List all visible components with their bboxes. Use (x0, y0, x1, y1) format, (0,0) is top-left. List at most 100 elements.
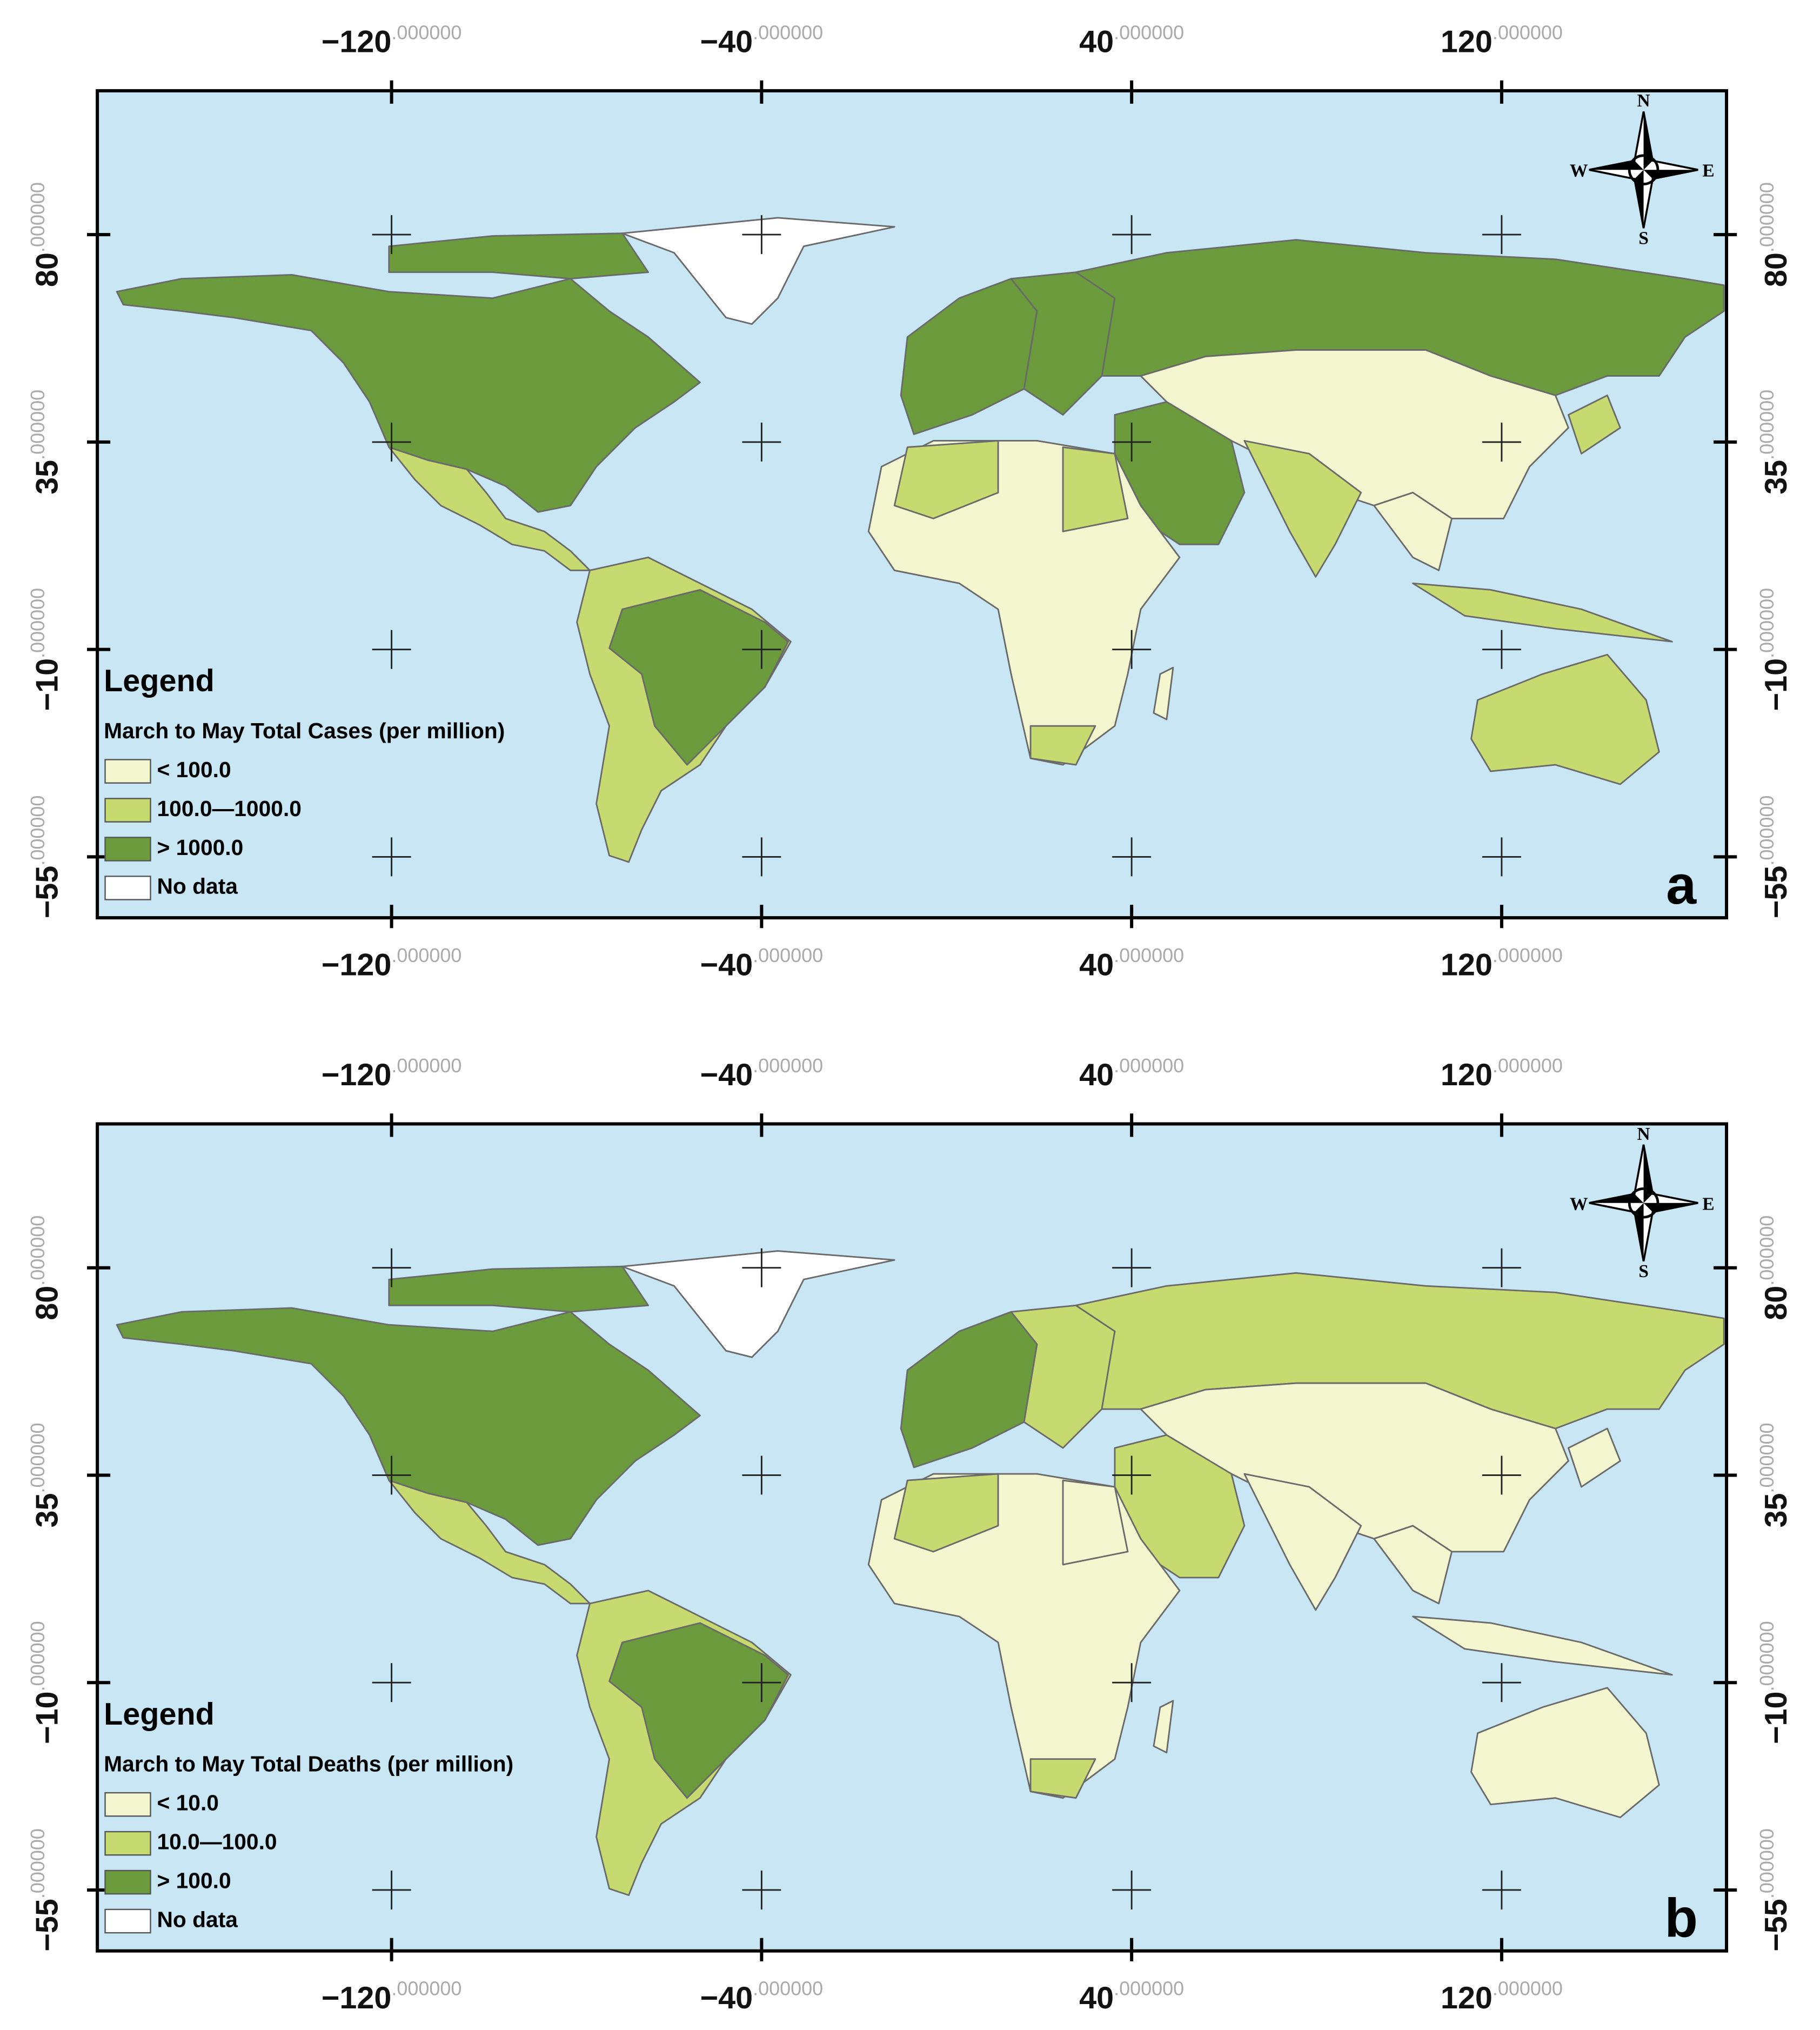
tick-value: −55 (1759, 866, 1794, 919)
tick-decimals: .000000 (391, 21, 461, 43)
tick-value: 40 (1079, 1981, 1114, 2015)
tick-decimals: .000000 (391, 1977, 461, 1999)
graticule-cross (1112, 630, 1152, 669)
tick-label: 80.000000 (1755, 1216, 1794, 1320)
graticule-cross (742, 215, 781, 255)
graticule-cross (1112, 837, 1152, 877)
legend-label: No data (157, 874, 238, 899)
graticule-cross (372, 422, 411, 462)
tick-value: 120 (1441, 25, 1493, 59)
panel-letter: a (1666, 855, 1697, 916)
legend-label: > 1000.0 (157, 835, 243, 860)
graticule-cross (742, 1663, 781, 1702)
legend-swatch (104, 1831, 151, 1856)
tick-value: 120 (1441, 1058, 1493, 1092)
tick-decimals: .000000 (1493, 21, 1563, 43)
tick-label: 35.000000 (1755, 390, 1794, 495)
compass-star (1589, 1144, 1698, 1261)
legend-label: < 100.0 (157, 757, 231, 782)
tick-value: −10 (1759, 1691, 1794, 1744)
graticule-cross (372, 1455, 411, 1495)
graticule-cross (1482, 1455, 1521, 1495)
graticule-cross (742, 422, 781, 462)
legend-swatch (104, 759, 151, 784)
tick-value: −120 (322, 1058, 392, 1092)
tick-decimals: .000000 (1114, 21, 1184, 43)
compass-letter: E (1702, 161, 1714, 181)
map-panel: −120.000000−120.000000−40.000000−40.0000… (26, 1054, 1794, 2015)
tick-value: 35 (1759, 460, 1794, 495)
tick-decimals: .000000 (1493, 944, 1563, 966)
tick-label: 40.000000 (1079, 944, 1184, 983)
map-panel: −120.000000−120.000000−40.000000−40.0000… (26, 21, 1794, 983)
tick-decimals: .000000 (1114, 1054, 1184, 1076)
tick-decimals: .000000 (753, 1054, 823, 1076)
graticule-cross (372, 630, 411, 669)
tick-value: 35 (30, 1493, 65, 1527)
legend-swatch (104, 1869, 151, 1895)
tick-value: −10 (30, 658, 65, 711)
tick-value: −40 (700, 1981, 753, 2015)
graticule-cross (1112, 422, 1152, 462)
tick-value: −40 (700, 25, 753, 59)
tick-value: −10 (1759, 658, 1794, 711)
graticule-cross (1482, 630, 1521, 669)
tick-label: −120.000000 (322, 21, 462, 59)
tick-decimals: .000000 (1114, 1977, 1184, 1999)
graticule-cross (1112, 215, 1152, 255)
legend-swatch (104, 1908, 151, 1934)
tick-value: −55 (30, 1899, 65, 1952)
legend-label: 10.0—100.0 (157, 1829, 277, 1854)
graticule-cross (742, 1870, 781, 1909)
graticule-cross (1482, 837, 1521, 877)
graticule-cross (1482, 1870, 1521, 1909)
tick-value: −40 (700, 1058, 753, 1092)
tick-decimals: .000000 (26, 1216, 49, 1286)
compass: N S E W (1570, 1124, 1715, 1281)
tick-decimals: .000000 (753, 944, 823, 966)
tick-decimals: .000000 (26, 588, 49, 658)
tick-value: 80 (1759, 252, 1794, 287)
tick-label: −10.000000 (1755, 588, 1794, 711)
tick-decimals: .000000 (753, 1977, 823, 1999)
tick-decimals: .000000 (1755, 588, 1777, 658)
legend-label: No data (157, 1907, 238, 1932)
graticule-cross (1112, 1870, 1152, 1909)
tick-value: 35 (30, 460, 65, 495)
tick-label: −55.000000 (1755, 1828, 1794, 1952)
compass-letter: S (1638, 1261, 1649, 1281)
compass-letter: W (1570, 161, 1588, 181)
graticule-cross (372, 837, 411, 877)
tick-decimals: .000000 (1755, 1621, 1777, 1691)
tick-value: −120 (322, 25, 392, 59)
tick-label: 40.000000 (1079, 1977, 1184, 2015)
tick-decimals: .000000 (1755, 1216, 1777, 1286)
tick-label: 80.000000 (1755, 182, 1794, 287)
tick-label: −120.000000 (322, 944, 462, 983)
tick-decimals: .000000 (26, 390, 49, 460)
compass-letter: N (1637, 91, 1650, 111)
tick-value: −55 (30, 866, 65, 919)
tick-label: 80.000000 (26, 1216, 65, 1320)
tick-label: 80.000000 (26, 182, 65, 287)
graticule-cross (1482, 215, 1521, 255)
tick-label: 120.000000 (1441, 944, 1563, 983)
tick-decimals: .000000 (1755, 1828, 1777, 1899)
graticule-cross (372, 1663, 411, 1702)
legend-label: > 100.0 (157, 1868, 231, 1893)
tick-decimals: .000000 (1493, 1054, 1563, 1076)
graticule-cross (1482, 1248, 1521, 1287)
tick-label: −55.000000 (1755, 796, 1794, 919)
tick-decimals: .000000 (1755, 182, 1777, 252)
tick-label: 35.000000 (26, 1423, 65, 1527)
legend-title: Legend (104, 664, 215, 698)
graticule-cross (1482, 422, 1521, 462)
tick-label: 120.000000 (1441, 21, 1563, 59)
tick-label: −40.000000 (700, 1977, 824, 2015)
tick-label: 35.000000 (1755, 1423, 1794, 1527)
tick-decimals: .000000 (1114, 944, 1184, 966)
tick-value: −120 (322, 947, 392, 982)
tick-decimals: .000000 (26, 1621, 49, 1691)
legend-swatch (104, 798, 151, 823)
